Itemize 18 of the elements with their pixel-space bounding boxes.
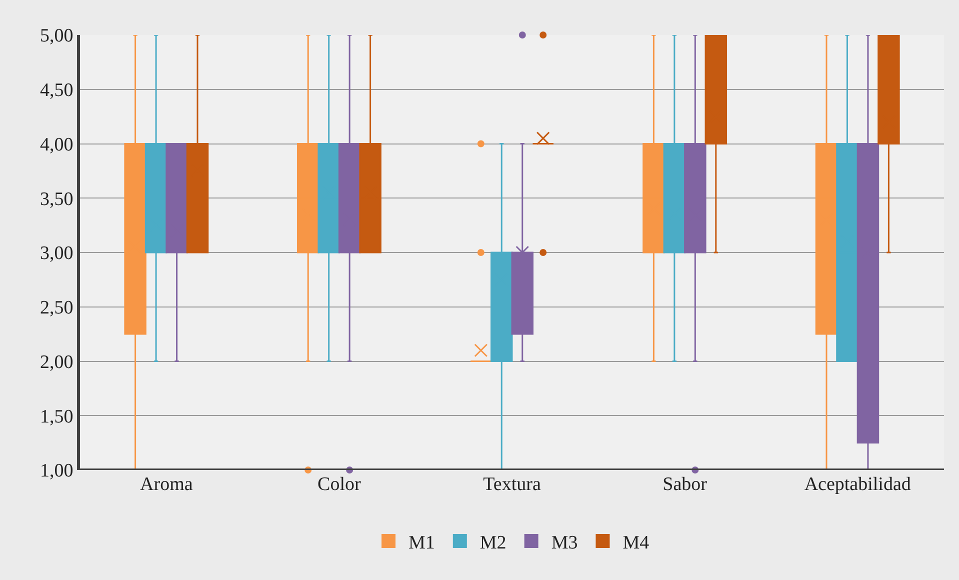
y-tick-label: 3,00 bbox=[40, 243, 74, 264]
legend-label: M2 bbox=[480, 532, 506, 554]
legend-label: M1 bbox=[408, 532, 435, 554]
y-tick-label: 2,00 bbox=[40, 352, 74, 373]
y-tick-label: 5,00 bbox=[40, 26, 74, 47]
legend-label: M4 bbox=[622, 532, 650, 554]
x-tick-label: Aceptabilidad bbox=[804, 474, 912, 495]
x-tick-label: Color bbox=[318, 474, 362, 495]
y-tick-label: 2,50 bbox=[40, 298, 74, 319]
x-tick-label: Textura bbox=[483, 474, 542, 495]
y-tick-label: 4,00 bbox=[40, 134, 74, 156]
x-tick-label: Aroma bbox=[140, 474, 194, 495]
y-tick-label: 1,50 bbox=[40, 406, 74, 428]
y-tick-label: 4,50 bbox=[40, 80, 74, 102]
legend-label: M3 bbox=[551, 532, 578, 554]
y-tick-label: 1,00 bbox=[40, 460, 74, 482]
x-tick-label: Sabor bbox=[662, 474, 708, 495]
y-tick-label: 3,50 bbox=[40, 188, 74, 210]
